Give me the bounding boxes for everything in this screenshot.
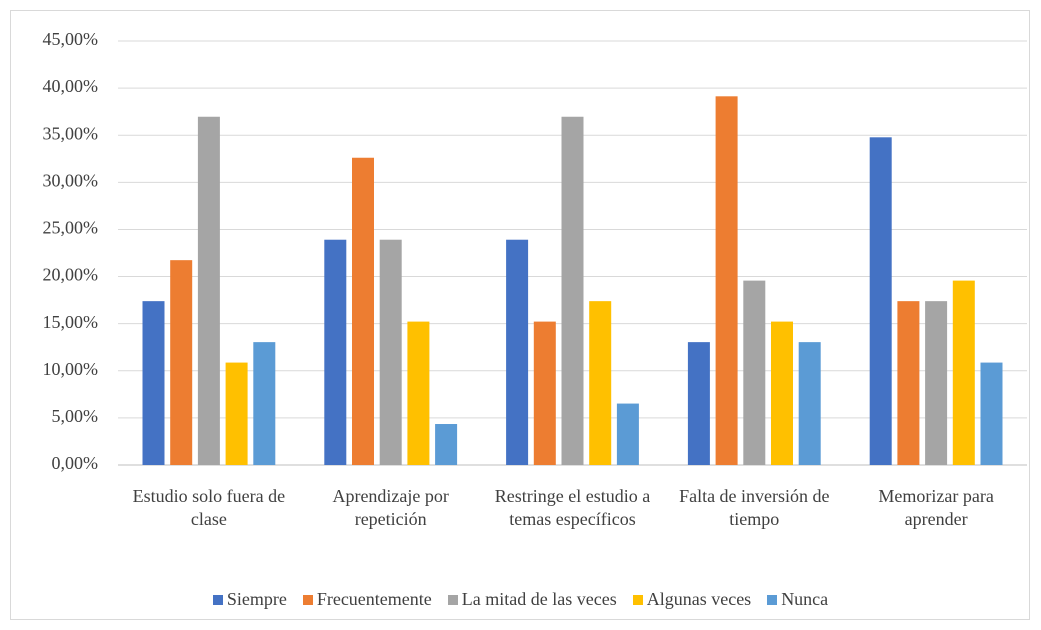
legend-label: Algunas veces [646,589,752,609]
bar [324,239,347,465]
bar [379,239,402,465]
x-tick-label: Restringe el estudio a temas específicos [494,486,651,529]
bar [980,362,1003,465]
x-tick-label: Estudio solo fuera de clase [132,486,286,529]
legend-swatch [767,594,778,605]
x-tick-label: Memorizar para aprender [878,486,994,529]
x-tick-label: Falta de inversión de tiempo [679,486,830,529]
y-tick-label: 25,00% [43,218,99,238]
bar [561,116,584,465]
legend-label: Nunca [781,589,829,609]
bar [869,137,892,465]
legend-label: Siempre [226,589,287,609]
y-tick-label: 35,00% [43,123,99,143]
y-tick-label: 5,00% [52,406,99,426]
y-tick-label: 15,00% [43,312,99,332]
y-tick-label: 30,00% [43,170,99,190]
bar [533,321,556,465]
bar [170,260,193,465]
bar [925,301,948,465]
bar [142,301,165,465]
legend-item: Algunas veces [632,589,752,610]
y-tick-label: 0,00% [52,453,99,473]
chart-frame [10,10,1030,620]
legend-swatch [212,594,223,605]
bar [407,321,430,465]
legend-swatch [302,594,313,605]
bar [952,280,975,465]
legend-item: La mitad de las veces [447,589,617,610]
legend-swatch [632,594,643,605]
y-tick-label: 20,00% [43,265,99,285]
legend-label: La mitad de las veces [461,589,617,609]
y-tick-label: 45,00% [43,29,99,49]
y-tick-label: 40,00% [43,76,99,96]
bar [197,116,220,465]
bar [253,342,276,465]
bar [616,403,639,465]
bar [743,280,766,465]
bar [589,301,612,465]
bar [798,342,821,465]
bar [771,321,793,465]
bar [352,157,374,465]
bar [715,96,738,465]
bar [897,301,920,465]
bar [506,239,529,465]
bar [225,362,248,465]
x-tick-label: Aprendizaje por repetición [332,486,449,529]
legend: Siempre Frecuentemente La mitad de las vec… [0,589,1041,610]
bar [687,342,710,465]
legend-label: Frecuentemente [316,589,432,609]
legend-item: Siempre [212,589,287,610]
legend-swatch [447,594,458,605]
legend-item: Frecuentemente [302,589,432,610]
y-tick-label: 10,00% [43,359,99,379]
legend-item: Nunca [767,589,828,610]
bar [435,424,458,465]
